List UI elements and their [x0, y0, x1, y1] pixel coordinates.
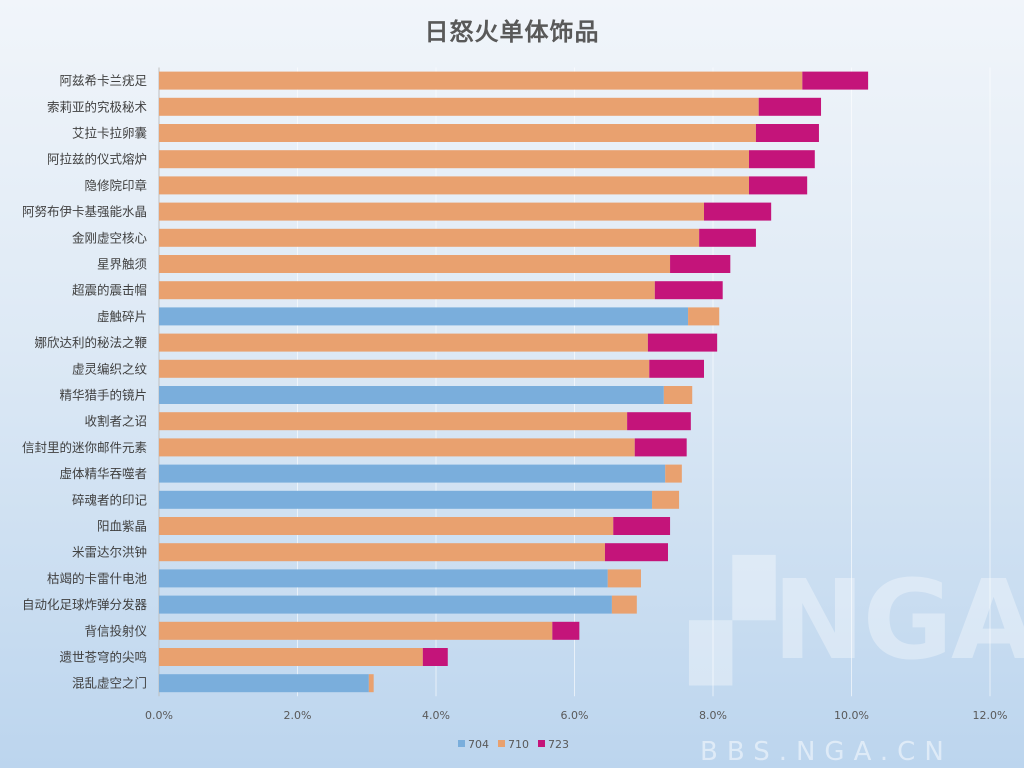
x-tick-label: 0.0%	[145, 709, 173, 722]
bar-segment-723	[670, 255, 731, 273]
bar-segment-723	[627, 412, 691, 431]
bar-segment-710	[159, 124, 756, 142]
bar-segment-723	[613, 517, 671, 535]
bar-segment-723	[749, 176, 808, 195]
bar-segment-704	[159, 464, 666, 483]
category-label: 虚触碎片	[97, 309, 147, 324]
category-label: 自动化足球炸弹分发器	[22, 597, 148, 612]
bar-segment-723	[422, 648, 448, 666]
x-tick-label: 4.0%	[422, 709, 450, 722]
category-label: 阿兹希卡兰疣足	[59, 73, 147, 88]
category-label: 阳血紫晶	[97, 519, 147, 534]
bar-segment-704	[159, 595, 612, 614]
bar-segment-710	[652, 490, 680, 509]
bar-segment-710	[159, 621, 553, 640]
category-label: 金刚虚空核心	[72, 230, 148, 245]
nga-watermark-site: BBS.NGA.CN	[700, 737, 953, 767]
bar-segment-710	[665, 464, 682, 483]
category-label: 阿拉兹的仪式熔炉	[47, 152, 147, 167]
legend-label-710: 710	[508, 738, 529, 751]
bar-segment-723	[604, 543, 668, 562]
category-label: 索莉亚的究极秘术	[47, 99, 148, 114]
legend-swatch-723	[538, 740, 545, 747]
bar-segment-704	[159, 307, 689, 326]
bar-segment-723	[649, 359, 704, 378]
category-label: 虚灵编织之纹	[72, 361, 148, 376]
category-label: 遗世苍穹的尖鸣	[59, 650, 147, 665]
category-label: 枯竭的卡雷什电池	[47, 571, 148, 586]
legend-label-704: 704	[468, 738, 489, 751]
bar-segment-710	[159, 359, 650, 378]
bar-segment-710	[159, 333, 648, 352]
bar-segment-704	[159, 386, 664, 404]
bar-segment-710	[159, 228, 700, 247]
legend-label-723: 723	[548, 738, 569, 751]
category-label: 碎魂者的印记	[72, 492, 148, 507]
bar-segment-723	[634, 438, 687, 457]
bar-segment-723	[749, 150, 815, 169]
bar-segment-704	[159, 569, 608, 588]
bar-segment-710	[159, 517, 614, 535]
bar-segment-723	[552, 621, 580, 640]
bar-segment-723	[755, 124, 819, 142]
bar-segment-710	[159, 281, 655, 300]
bar-segment-710	[159, 255, 671, 273]
nga-watermark-logo: ▞NGA	[690, 556, 1024, 684]
category-label: 超震的震击帽	[72, 283, 147, 298]
bar-segment-723	[703, 202, 772, 221]
category-label: 精华猎手的镜片	[59, 388, 147, 403]
category-label: 混乱虚空之门	[72, 676, 147, 691]
bar-segment-723	[647, 333, 718, 352]
bar-segment-723	[654, 281, 723, 300]
bar-segment-710	[159, 150, 750, 169]
bar-segment-723	[758, 97, 822, 116]
bar-segment-710	[159, 438, 635, 457]
bar-segment-710	[159, 648, 423, 666]
x-tick-label: 10.0%	[834, 709, 869, 722]
category-label: 收割者之诏	[84, 414, 147, 429]
category-label: 虚体精华吞噬者	[59, 466, 147, 481]
category-label: 米雷达尔洪钟	[72, 545, 147, 560]
bar-segment-723	[802, 71, 869, 90]
bar-segment-710	[159, 176, 750, 195]
x-tick-label: 8.0%	[699, 709, 727, 722]
legend-swatch-704	[458, 740, 465, 747]
category-label: 艾拉卡拉卵囊	[72, 126, 147, 141]
x-tick-label: 6.0%	[561, 709, 589, 722]
bar-segment-710	[663, 386, 693, 404]
category-label: 信封里的迷你邮件元素	[22, 440, 147, 455]
bar-segment-710	[159, 202, 704, 221]
x-tick-label: 12.0%	[973, 709, 1008, 722]
chart-title: 日怒火单体饰品	[424, 18, 600, 46]
bar-segment-710	[368, 674, 374, 693]
category-label: 星界触须	[97, 257, 148, 272]
bar-segment-710	[159, 543, 605, 562]
category-label: 背信投射仪	[84, 623, 147, 638]
bar-segment-710	[611, 595, 637, 614]
bar-segment-710	[159, 97, 759, 116]
category-label: 娜欣达利的秘法之鞭	[34, 335, 147, 350]
category-label: 阿努布伊卡基强能水晶	[22, 204, 147, 219]
bar-segment-710	[607, 569, 641, 588]
bar-segment-704	[159, 674, 369, 693]
bar-segment-710	[159, 71, 803, 90]
bar-segment-723	[699, 228, 756, 247]
legend-swatch-710	[498, 740, 505, 747]
bar-segment-710	[159, 412, 628, 431]
bar-segment-704	[159, 490, 653, 509]
x-tick-label: 2.0%	[284, 709, 312, 722]
category-label: 隐修院印章	[84, 178, 147, 193]
bar-segment-710	[688, 307, 720, 326]
